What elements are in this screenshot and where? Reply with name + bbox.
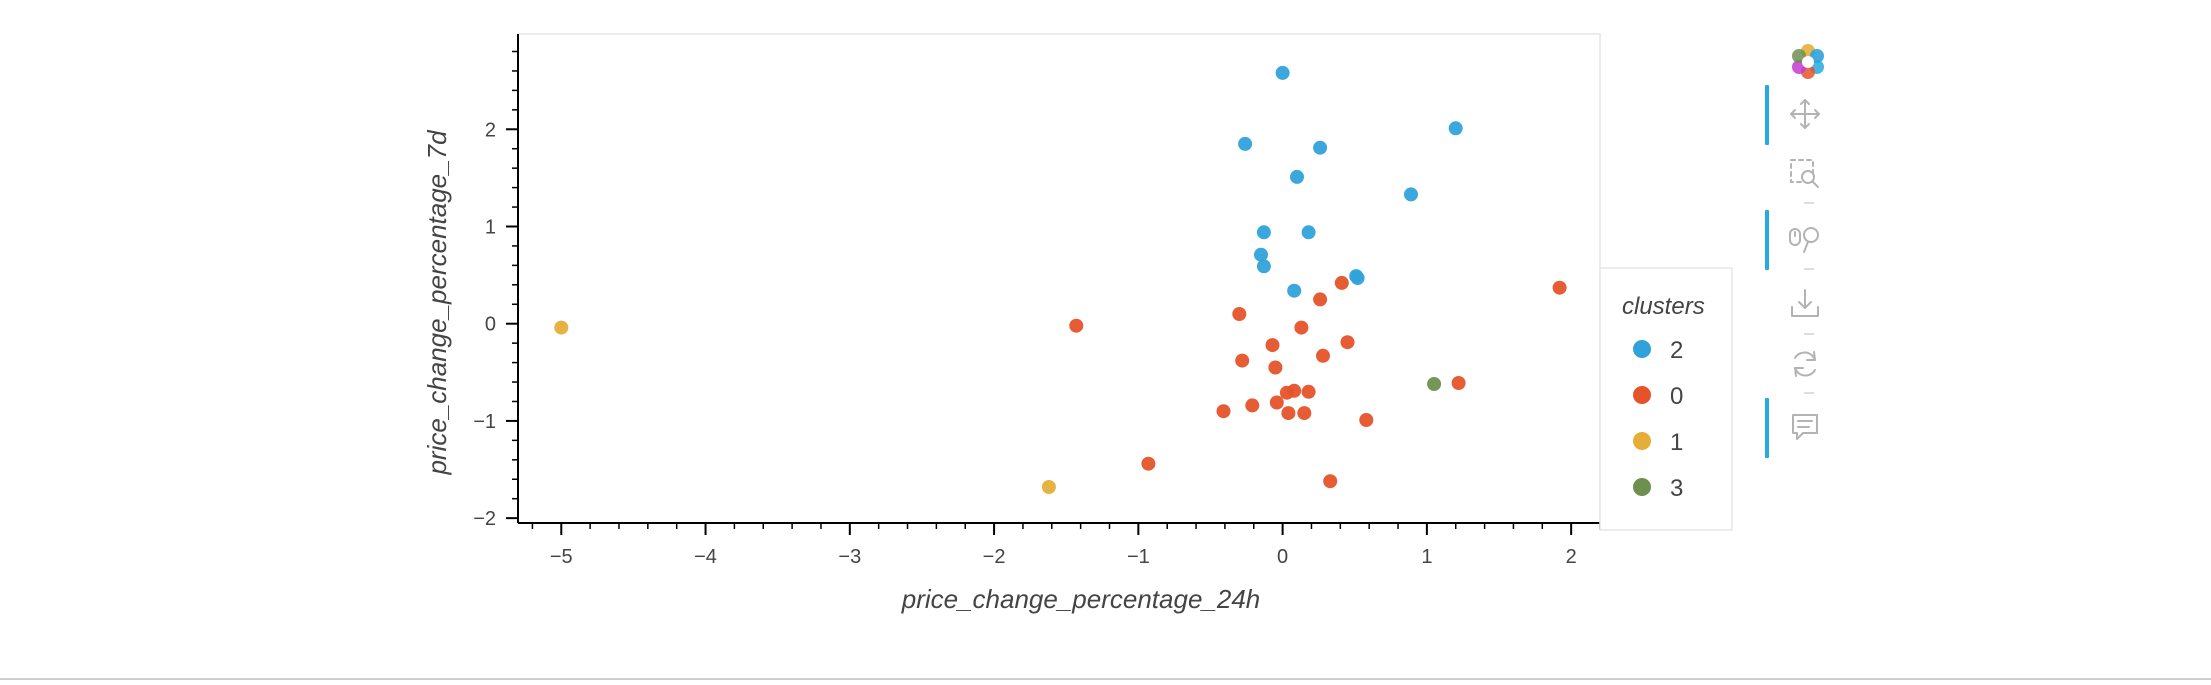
x-tick-label: −2: [983, 546, 1006, 568]
data-point-cluster-2: [1448, 121, 1463, 136]
data-point-cluster-3: [1427, 377, 1442, 391]
data-point-cluster-0: [1359, 413, 1374, 427]
legend-marker-2: [1633, 340, 1651, 358]
bottom-divider: [0, 678, 2211, 680]
data-point-cluster-0: [1269, 395, 1284, 410]
legend-title: clusters: [1622, 293, 1705, 320]
data-point-cluster-0: [1552, 280, 1567, 295]
y-axis-title: price_change_percentage_7d: [422, 129, 452, 476]
y-tick-label: −2: [473, 508, 496, 530]
data-point-cluster-1: [1041, 480, 1056, 494]
legend-frame: [1599, 267, 1733, 531]
data-point-cluster-0: [1340, 335, 1355, 350]
toolbar-separator: [1804, 202, 1814, 204]
x-tick-label: 2: [1566, 546, 1577, 568]
toolbar-separator: [1804, 268, 1814, 270]
data-point-cluster-2: [1256, 225, 1271, 240]
pan-tool[interactable]: [1758, 85, 1838, 145]
data-point-cluster-0: [1451, 376, 1466, 390]
data-point-cluster-0: [1265, 338, 1280, 353]
data-point-cluster-2: [1287, 283, 1302, 298]
data-point-cluster-2: [1404, 187, 1418, 202]
y-tick-label: 0: [485, 314, 496, 336]
data-point-cluster-1: [554, 320, 569, 335]
data-point-cluster-0: [1245, 398, 1260, 413]
reset-icon: [1794, 351, 1816, 377]
legend-label-0: 0: [1670, 383, 1683, 410]
data-point-cluster-2: [1275, 65, 1290, 80]
data-point-cluster-0: [1297, 406, 1312, 421]
data-points: [554, 65, 1567, 494]
data-point-cluster-0: [1301, 384, 1316, 399]
data-point-cluster-0: [1141, 456, 1156, 471]
data-point-cluster-0: [1279, 385, 1294, 400]
hover-tool-active-indicator: [1765, 398, 1769, 458]
box-zoom-tool[interactable]: [1758, 145, 1838, 205]
pan-tool-active-indicator: [1765, 85, 1769, 145]
legend-label-2: 2: [1670, 337, 1683, 364]
data-point-cluster-2: [1301, 225, 1316, 240]
data-point-cluster-2: [1290, 169, 1304, 184]
legend-marker-3: [1633, 478, 1651, 496]
plot-toolbar: [1758, 30, 1838, 470]
plot-frame: [517, 33, 1601, 524]
save-tool[interactable]: [1758, 275, 1838, 335]
y-tick-label: −1: [473, 411, 496, 433]
data-point-cluster-0: [1313, 292, 1328, 307]
data-point-cluster-0: [1316, 348, 1330, 363]
x-tick-label: −3: [838, 546, 861, 568]
data-point-cluster-0: [1069, 318, 1084, 333]
y-tick-label: 1: [485, 216, 496, 238]
wheel-zoom-icon: [1789, 227, 1819, 253]
box-zoom-icon: [1790, 159, 1819, 188]
legend-label-1: 1: [1670, 429, 1683, 456]
wheel-zoom-active-indicator: [1765, 210, 1769, 270]
x-axis-title: price_change_percentage_24h: [901, 584, 1261, 614]
data-point-cluster-2: [1256, 259, 1271, 274]
data-point-cluster-2: [1313, 140, 1328, 155]
x-tick-label: −1: [1127, 546, 1150, 568]
axes: −5 −4 −3 −2 −1 0 1 2 −2 −1 0 1 2: [473, 34, 1601, 568]
legend-label-3: 3: [1670, 475, 1683, 502]
toolbar-separator: [1804, 333, 1814, 335]
x-tick-label: 0: [1277, 546, 1288, 568]
data-point-cluster-0: [1334, 275, 1349, 290]
toolbar-separator: [1804, 392, 1814, 394]
x-tick-label: −5: [550, 546, 573, 568]
bokeh-logo[interactable]: [1758, 30, 1838, 90]
data-point-cluster-2: [1238, 136, 1253, 151]
data-point-cluster-2: [1254, 247, 1268, 262]
hover-tool[interactable]: [1758, 398, 1838, 458]
x-tick-label: 1: [1421, 546, 1432, 568]
download-icon: [1791, 289, 1819, 317]
data-point-cluster-2: [1350, 271, 1365, 285]
move-arrows-icon: [1790, 99, 1820, 129]
legend: clusters 2 0 1 3: [1599, 267, 1733, 531]
data-point-cluster-0: [1232, 307, 1247, 321]
y-tick-label: 2: [485, 119, 496, 141]
data-point-cluster-0: [1294, 320, 1309, 335]
legend-marker-1: [1633, 432, 1651, 450]
x-tick-label: −4: [694, 546, 717, 568]
data-point-cluster-0: [1281, 406, 1296, 421]
reset-tool[interactable]: [1758, 335, 1838, 395]
wheel-zoom-tool[interactable]: [1758, 210, 1838, 270]
data-point-cluster-0: [1216, 404, 1231, 419]
speech-bubble-icon: [1792, 414, 1818, 440]
data-point-cluster-0: [1323, 474, 1338, 489]
bokeh-logo-icon: [1792, 44, 1824, 79]
data-point-cluster-0: [1268, 360, 1283, 375]
data-point-cluster-0: [1235, 353, 1250, 368]
legend-marker-0: [1633, 386, 1651, 404]
